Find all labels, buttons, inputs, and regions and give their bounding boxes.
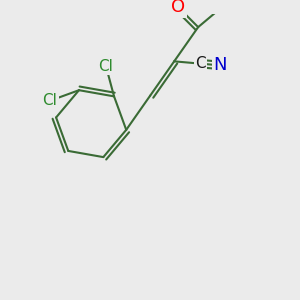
Text: Cl: Cl [99,59,113,74]
Text: Cl: Cl [42,93,57,108]
Text: C: C [195,56,206,71]
Text: O: O [171,0,185,16]
Text: N: N [214,56,227,74]
